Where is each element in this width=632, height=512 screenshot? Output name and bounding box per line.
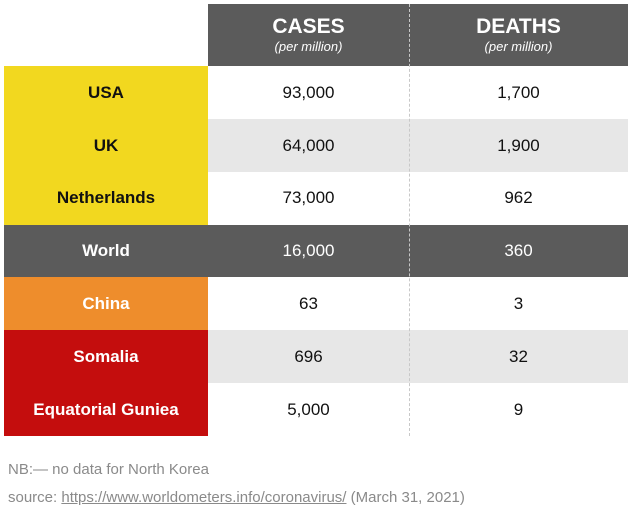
cases-value: 5,000	[208, 383, 409, 437]
cases-value: 73,000	[208, 171, 409, 226]
deaths-value: 32	[409, 330, 628, 384]
column-title: CASES	[272, 15, 345, 38]
cases-value: 696	[208, 330, 409, 384]
deaths-value: 9	[409, 383, 628, 437]
source-line: source: https://www.worldometers.info/co…	[8, 484, 465, 512]
deaths-value: 1,700	[409, 66, 628, 120]
column-subtitle: (per million)	[484, 39, 553, 54]
source-link[interactable]: https://www.worldometers.info/coronaviru…	[61, 489, 347, 506]
cases-value: 16,000	[208, 224, 409, 278]
row-label: World	[4, 224, 208, 278]
cases-value: 64,000	[208, 118, 409, 173]
deaths-value: 1,900	[409, 118, 628, 173]
row-label: UK	[4, 118, 208, 173]
nb-note: NB:— no data for North Korea	[8, 461, 209, 478]
row-label: China	[4, 277, 208, 331]
row-label: Equatorial Guniea	[4, 383, 208, 437]
column-subtitle: (per million)	[274, 39, 343, 54]
source-date: (March 31, 2021)	[346, 489, 465, 506]
footnotes: NB:— no data for North Korea source: htt…	[8, 456, 465, 512]
deaths-value: 3	[409, 277, 628, 331]
cases-value: 93,000	[208, 66, 409, 120]
data-table: CASES (per million) DEATHS (per million) USA…	[4, 4, 628, 437]
source-prefix: source:	[8, 489, 62, 506]
cases-value: 63	[208, 277, 409, 331]
column-title: DEATHS	[476, 15, 561, 38]
row-label: Netherlands	[4, 171, 208, 226]
deaths-value: 360	[409, 224, 628, 278]
row-label: Somalia	[4, 330, 208, 384]
column-header-cases: CASES (per million)	[208, 4, 409, 66]
column-header-deaths: DEATHS (per million)	[409, 4, 628, 66]
column-divider	[409, 4, 410, 436]
row-label: USA	[4, 66, 208, 120]
deaths-value: 962	[409, 171, 628, 226]
